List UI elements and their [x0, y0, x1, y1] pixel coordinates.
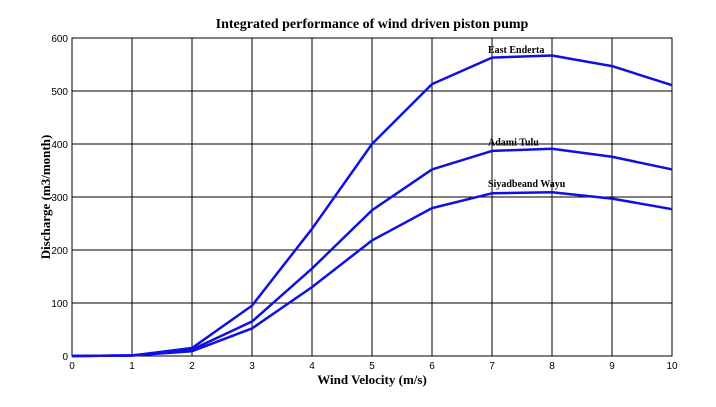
y-tick-labels: 0 100 200 300 400 500 600 — [51, 34, 68, 363]
y-tick-label: 400 — [51, 140, 68, 151]
x-tick-label: 10 — [666, 361, 678, 372]
y-tick-label: 200 — [51, 246, 68, 257]
x-tick-label: 1 — [129, 361, 135, 372]
x-tick-labels: 0 1 2 3 4 5 6 7 8 9 10 — [69, 361, 678, 372]
series-label-adami-tulu: Adami Tulu — [488, 138, 539, 149]
x-tick-label: 8 — [549, 361, 555, 372]
y-tick-label: 300 — [51, 193, 68, 204]
series-label-east-enderta: East Enderta — [488, 45, 544, 56]
series-lines — [71, 54, 673, 358]
x-tick-label: 9 — [609, 361, 615, 372]
grid — [71, 37, 673, 357]
x-tick-label: 4 — [309, 361, 315, 372]
x-tick-label: 0 — [69, 361, 75, 372]
y-tick-label: 100 — [51, 299, 68, 310]
series-labels: East Enderta Adami Tulu Siyadbeand Wayu — [488, 45, 566, 190]
y-axis-label: Discharge (m3/month) — [38, 135, 53, 260]
y-tick-label: 500 — [51, 87, 68, 98]
x-tick-label: 5 — [369, 361, 375, 372]
x-tick-label: 2 — [189, 361, 195, 372]
chart-title: Integrated performance of wind driven pi… — [216, 17, 529, 32]
x-tick-label: 3 — [249, 361, 255, 372]
x-tick-label: 6 — [429, 361, 435, 372]
x-axis-label: Wind Velocity (m/s) — [317, 372, 427, 387]
plot-frame — [71, 37, 673, 357]
y-tick-label: 600 — [51, 34, 68, 45]
y-tick-label: 0 — [62, 352, 68, 363]
series-label-siyadbeand-wayu: Siyadbeand Wayu — [488, 179, 566, 190]
x-tick-label: 7 — [489, 361, 495, 372]
